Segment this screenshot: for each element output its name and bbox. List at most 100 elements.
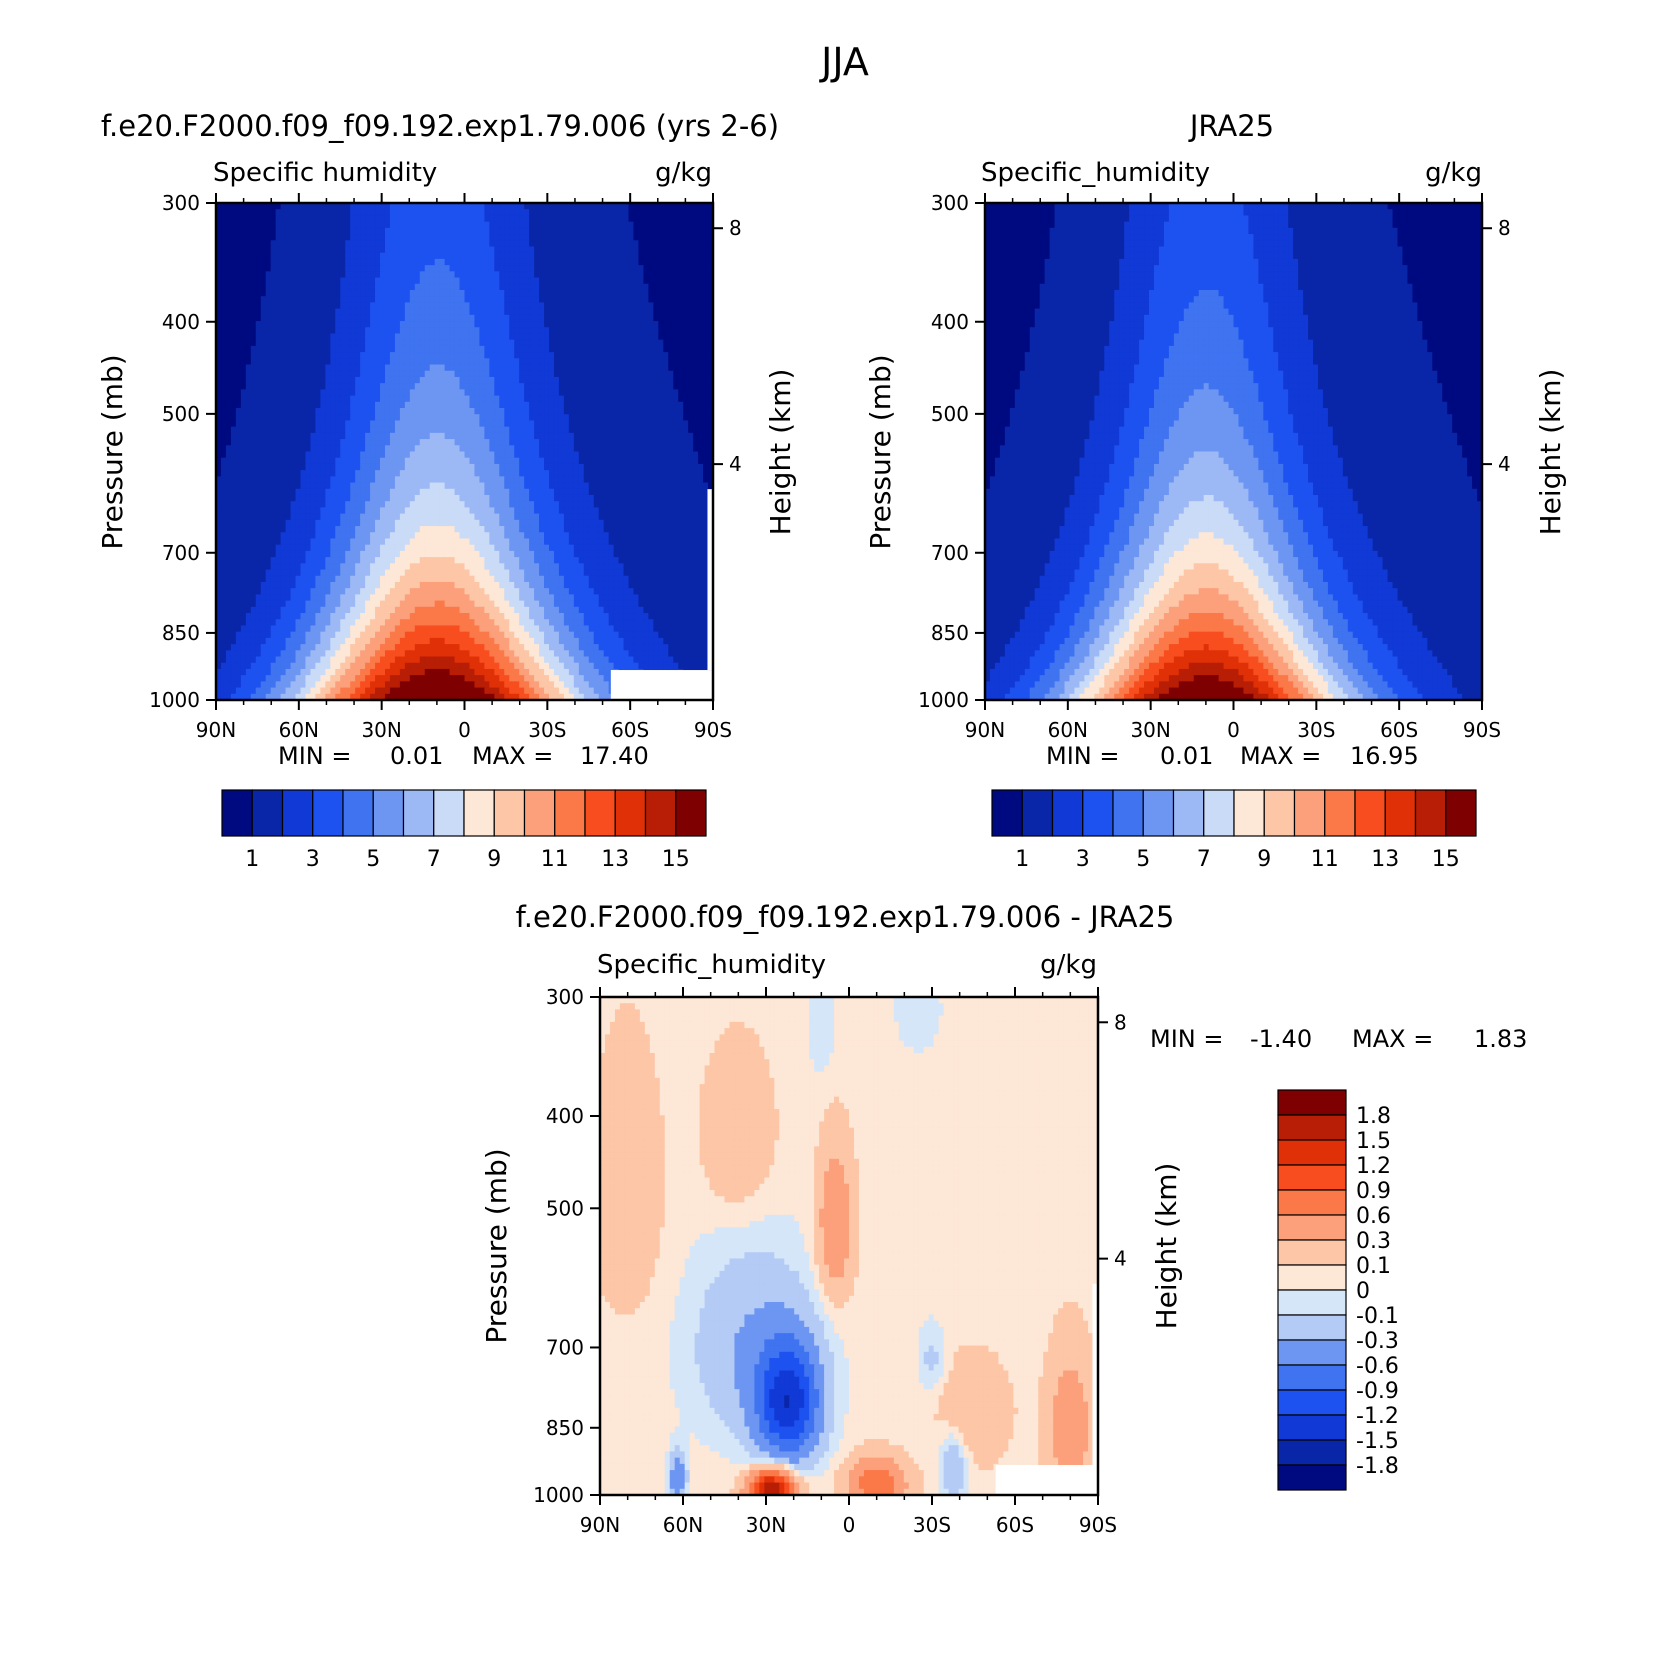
contour-cell	[260, 376, 267, 384]
contour-cell	[643, 426, 649, 434]
contour-cell	[519, 482, 525, 490]
contour-cell	[583, 507, 590, 515]
contour-cell	[539, 482, 545, 490]
contour-cell	[325, 358, 331, 366]
contour-cell	[638, 314, 645, 322]
contour-cell	[553, 389, 560, 397]
contour-cell	[389, 432, 396, 440]
contour-cell	[553, 302, 560, 310]
contour-cell	[544, 265, 550, 272]
contour-cell	[360, 308, 366, 316]
contour-cell	[394, 432, 401, 440]
contour-cell	[568, 333, 575, 341]
contour-cell	[360, 470, 366, 477]
contour-cell	[529, 258, 535, 266]
contour-cell	[409, 308, 416, 316]
contour-cell	[429, 370, 436, 378]
contour-cell	[245, 414, 252, 422]
contour-cell	[255, 339, 262, 347]
contour-cell	[250, 314, 257, 322]
contour-cell	[638, 277, 645, 285]
contour-cell	[404, 408, 411, 415]
contour-cell	[693, 277, 699, 285]
contour-cell	[235, 445, 242, 453]
contour-cell	[509, 327, 515, 335]
contour-cell	[693, 246, 699, 254]
contour-cell	[688, 277, 694, 285]
contour-cell	[544, 376, 550, 384]
contour-cell	[698, 432, 704, 440]
contour-cell	[245, 476, 252, 484]
contour-cell	[340, 339, 346, 347]
contour-cell	[459, 308, 466, 316]
contour-cell	[230, 339, 237, 347]
contour-cell	[484, 420, 490, 428]
contour-cell	[613, 463, 620, 471]
contour-cell	[399, 432, 406, 440]
contour-cell	[529, 414, 535, 422]
contour-cell	[216, 370, 222, 378]
contour-cell	[350, 252, 356, 260]
contour-cell	[380, 451, 386, 459]
contour-cell	[360, 234, 366, 241]
contour-cell	[489, 408, 495, 415]
contour-cell	[295, 333, 302, 341]
contour-cell	[678, 432, 684, 440]
contour-cell	[424, 308, 431, 316]
contour-cell	[250, 321, 257, 328]
contour-cell	[474, 439, 481, 446]
contour-cell	[270, 445, 277, 453]
contour-cell	[489, 302, 495, 310]
contour-cell	[469, 395, 476, 403]
contour-cell	[623, 389, 630, 397]
contour-cell	[563, 240, 570, 248]
contour-cell	[365, 494, 371, 502]
contour-cell	[673, 426, 679, 434]
contour-cell	[693, 252, 699, 260]
contour-cell	[414, 488, 421, 496]
contour-cell	[444, 240, 451, 248]
contour-cell	[568, 370, 575, 378]
contour-cell	[558, 283, 565, 291]
contour-cell	[628, 302, 635, 310]
contour-cell	[320, 395, 326, 403]
contour-cell	[668, 289, 674, 297]
contour-cell	[345, 234, 351, 241]
contour-cell	[464, 457, 471, 465]
contour-cell	[345, 308, 351, 316]
contour-cell	[449, 339, 456, 347]
contour-cell	[220, 488, 227, 496]
contour-cell	[315, 470, 321, 477]
contour-cell	[524, 321, 530, 328]
contour-cell	[479, 507, 485, 515]
contour-cell	[295, 470, 302, 477]
contour-cell	[663, 370, 669, 378]
contour-cell	[270, 370, 277, 378]
contour-cell	[588, 221, 595, 229]
contour-cell	[290, 345, 297, 353]
contour-cell	[295, 265, 302, 272]
contour-cell	[514, 308, 520, 316]
contour-cell	[618, 426, 625, 434]
contour-cell	[380, 308, 386, 316]
contour-cell	[350, 395, 356, 403]
contour-cell	[380, 470, 386, 477]
contour-cell	[643, 420, 649, 428]
contour-cell	[514, 364, 520, 372]
contour-cell	[270, 494, 277, 502]
contour-cell	[270, 352, 277, 359]
contour-cell	[578, 277, 585, 285]
contour-cell	[563, 296, 570, 303]
contour-cell	[225, 321, 232, 328]
contour-cell	[225, 488, 232, 496]
contour-cell	[484, 457, 490, 465]
contour-cell	[240, 376, 247, 384]
contour-cell	[280, 227, 287, 235]
contour-cell	[479, 389, 485, 397]
contour-cell	[315, 302, 321, 310]
contour-cell	[330, 358, 336, 366]
contour-cell	[643, 302, 649, 310]
contour-cell	[310, 308, 316, 316]
contour-cell	[250, 296, 257, 303]
contour-cell	[370, 296, 376, 303]
